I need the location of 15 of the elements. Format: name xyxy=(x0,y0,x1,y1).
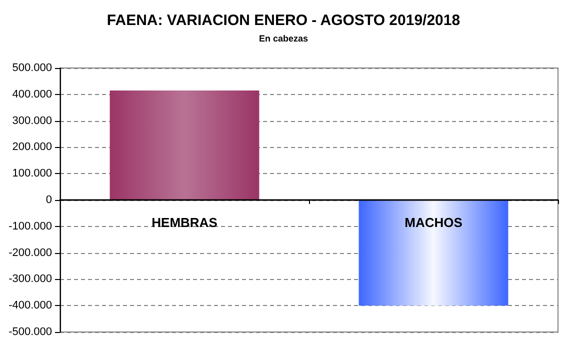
x-tick-label: MACHOS xyxy=(404,215,463,230)
y-tick-label: -300.000 xyxy=(8,273,52,286)
y-tick-label: 0 xyxy=(46,194,52,206)
y-tick-label: -500.000 xyxy=(8,326,52,338)
chart-title: FAENA: VARIACION ENERO - AGOSTO 2019/2018 xyxy=(106,12,460,29)
chart-subtitle: En cabezas xyxy=(258,34,308,44)
y-tick-label: 500.000 xyxy=(12,62,52,74)
y-tick-label: -100.000 xyxy=(8,220,52,232)
y-tick-label: 100.000 xyxy=(12,168,52,180)
y-tick-label: 300.000 xyxy=(12,114,52,127)
y-tick-label: 400.000 xyxy=(12,88,52,100)
y-tick-label: -400.000 xyxy=(8,300,52,312)
y-tick-label: -200.000 xyxy=(8,246,52,259)
x-tick-label: HEMBRAS xyxy=(152,215,218,230)
y-tick-label: 200.000 xyxy=(12,141,52,154)
